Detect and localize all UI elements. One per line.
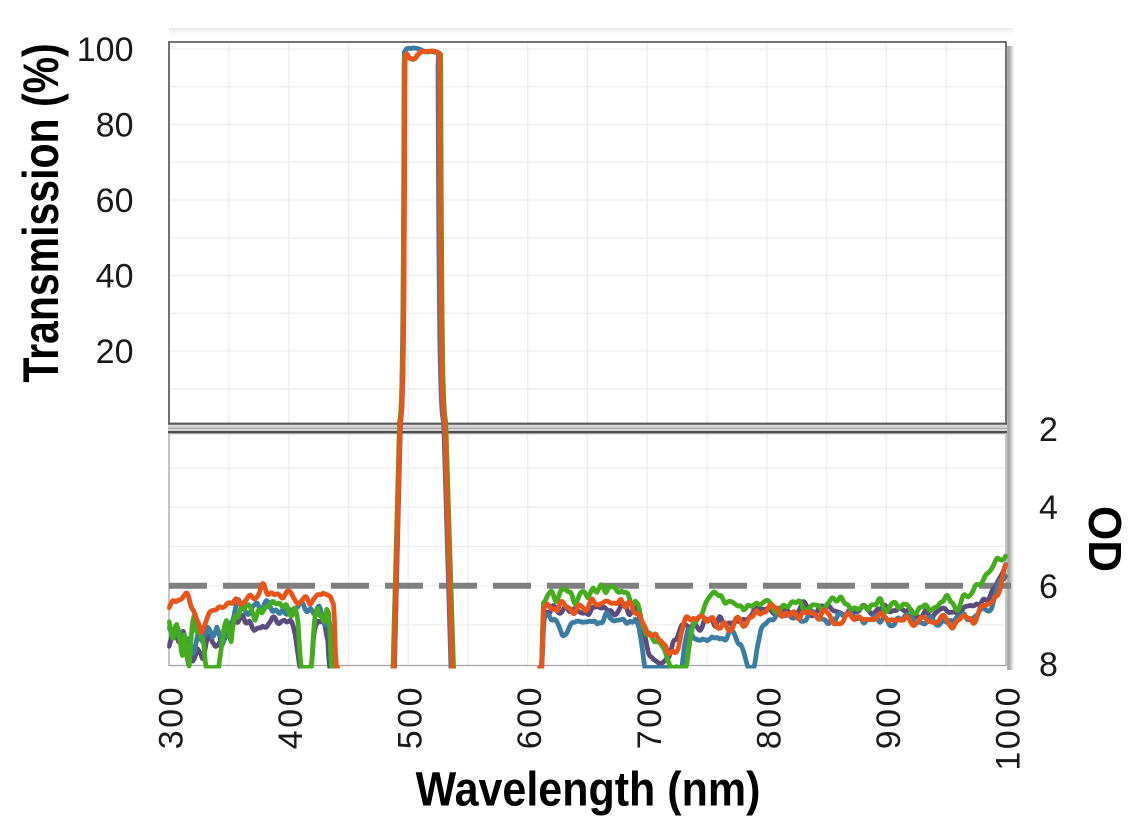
svg-text:Wavelength (nm): Wavelength (nm) (416, 761, 761, 816)
svg-text:40: 40 (96, 258, 134, 296)
svg-text:60: 60 (96, 182, 134, 220)
svg-text:4: 4 (1039, 489, 1058, 527)
svg-text:700: 700 (631, 685, 669, 749)
svg-text:OD: OD (1079, 506, 1131, 572)
svg-text:100: 100 (77, 31, 134, 69)
svg-text:8: 8 (1039, 646, 1058, 684)
svg-text:900: 900 (870, 685, 908, 749)
svg-text:2: 2 (1039, 411, 1058, 449)
svg-text:800: 800 (750, 685, 788, 749)
svg-text:80: 80 (96, 107, 134, 145)
svg-text:600: 600 (511, 685, 549, 749)
svg-text:20: 20 (96, 333, 134, 371)
svg-text:400: 400 (272, 685, 310, 749)
svg-text:6: 6 (1039, 568, 1058, 606)
svg-text:300: 300 (153, 685, 191, 749)
svg-text:1000: 1000 (990, 685, 1028, 771)
svg-text:500: 500 (392, 685, 430, 749)
svg-text:Transmission (%): Transmission (%) (13, 43, 69, 382)
